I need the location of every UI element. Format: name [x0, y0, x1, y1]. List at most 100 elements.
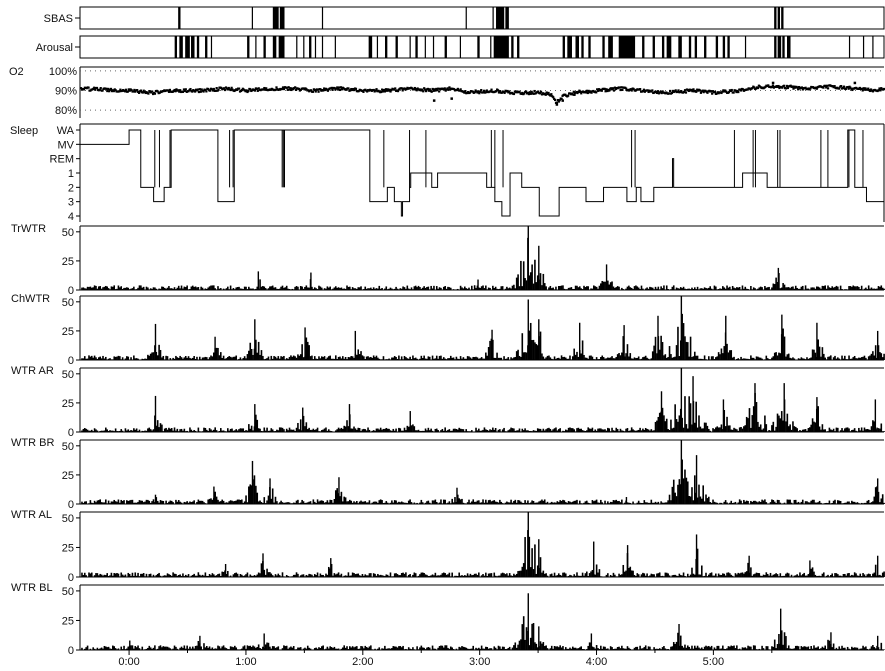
bar: [729, 646, 731, 650]
bar: [675, 345, 678, 360]
stage-label: REM: [50, 154, 74, 166]
bar: [531, 431, 533, 432]
bar: [384, 359, 386, 360]
bar: [116, 288, 118, 290]
bar: [156, 355, 159, 360]
bar: [521, 566, 524, 577]
bar: [175, 573, 177, 577]
o2-point: [756, 86, 760, 90]
bar: [852, 647, 855, 650]
bar: [434, 648, 437, 650]
peak-bar: [722, 399, 725, 432]
bar: [583, 575, 585, 577]
bar: [754, 500, 756, 504]
bar: [684, 336, 686, 360]
bar: [720, 648, 723, 650]
bar: [456, 429, 459, 432]
bar: [182, 503, 184, 504]
event-mark: [862, 36, 865, 58]
bar: [515, 573, 518, 577]
bar: [703, 287, 706, 290]
o2-point: [189, 87, 192, 91]
bar: [119, 576, 121, 577]
bar: [486, 289, 489, 290]
bar: [751, 357, 754, 360]
bar: [630, 358, 633, 360]
bar: [564, 357, 567, 360]
bar: [277, 573, 280, 577]
bar: [830, 575, 832, 577]
bar: [834, 499, 836, 504]
peak-bar: [660, 391, 663, 432]
x-tick-label: 1:00: [235, 656, 256, 668]
bar: [250, 575, 253, 577]
peak-bar: [491, 329, 493, 360]
bar: [284, 502, 287, 504]
bar: [420, 288, 423, 290]
bar: [253, 289, 256, 290]
bar: [166, 646, 169, 650]
bar: [211, 647, 214, 650]
o2-point: [613, 86, 617, 89]
bar: [271, 429, 274, 432]
bar: [587, 427, 590, 432]
bar: [651, 351, 654, 360]
bar: [100, 430, 103, 432]
bar: [688, 576, 690, 577]
bar: [243, 356, 246, 360]
bar: [715, 573, 717, 577]
bar: [395, 357, 397, 360]
bar: [636, 502, 639, 504]
bar: [614, 500, 616, 504]
bar: [346, 575, 348, 577]
bar: [752, 574, 755, 577]
bar: [591, 427, 594, 432]
bar: [126, 576, 128, 577]
bar: [170, 575, 173, 577]
bar: [102, 355, 104, 360]
bar: [761, 287, 763, 290]
bar: [859, 430, 862, 432]
bar: [393, 430, 396, 432]
bar: [556, 575, 559, 577]
bar: [855, 502, 857, 504]
bar: [764, 359, 766, 360]
bar: [827, 574, 829, 577]
bar: [130, 288, 132, 290]
bar: [309, 356, 312, 360]
bar: [845, 359, 848, 360]
event-mark: [774, 7, 777, 29]
bar: [147, 428, 149, 432]
bar: [270, 573, 273, 577]
bar: [710, 288, 713, 290]
bar: [416, 287, 418, 290]
bar: [332, 502, 334, 504]
bar: [238, 286, 240, 290]
bar: [166, 356, 169, 360]
o2-point: [557, 100, 560, 103]
bar: [827, 431, 829, 432]
bar: [646, 648, 648, 650]
bar: [667, 429, 669, 432]
bar: [504, 648, 507, 650]
o2-point: [770, 85, 774, 89]
bar: [395, 646, 397, 650]
bar: [639, 359, 641, 360]
bar: [785, 573, 787, 577]
bar: [158, 288, 160, 290]
bar: [693, 351, 696, 360]
bar: [643, 356, 646, 360]
bar: [607, 357, 609, 360]
bar: [294, 502, 296, 504]
bar: [215, 496, 218, 504]
bar: [326, 430, 329, 432]
peak-bar: [129, 640, 131, 650]
bar: [822, 503, 825, 504]
bar: [398, 289, 400, 290]
bar: [239, 499, 242, 504]
bar: [555, 502, 557, 504]
bar: [838, 500, 841, 504]
bar: [846, 573, 849, 577]
bar: [817, 646, 819, 650]
tick-label: 0: [68, 499, 74, 511]
